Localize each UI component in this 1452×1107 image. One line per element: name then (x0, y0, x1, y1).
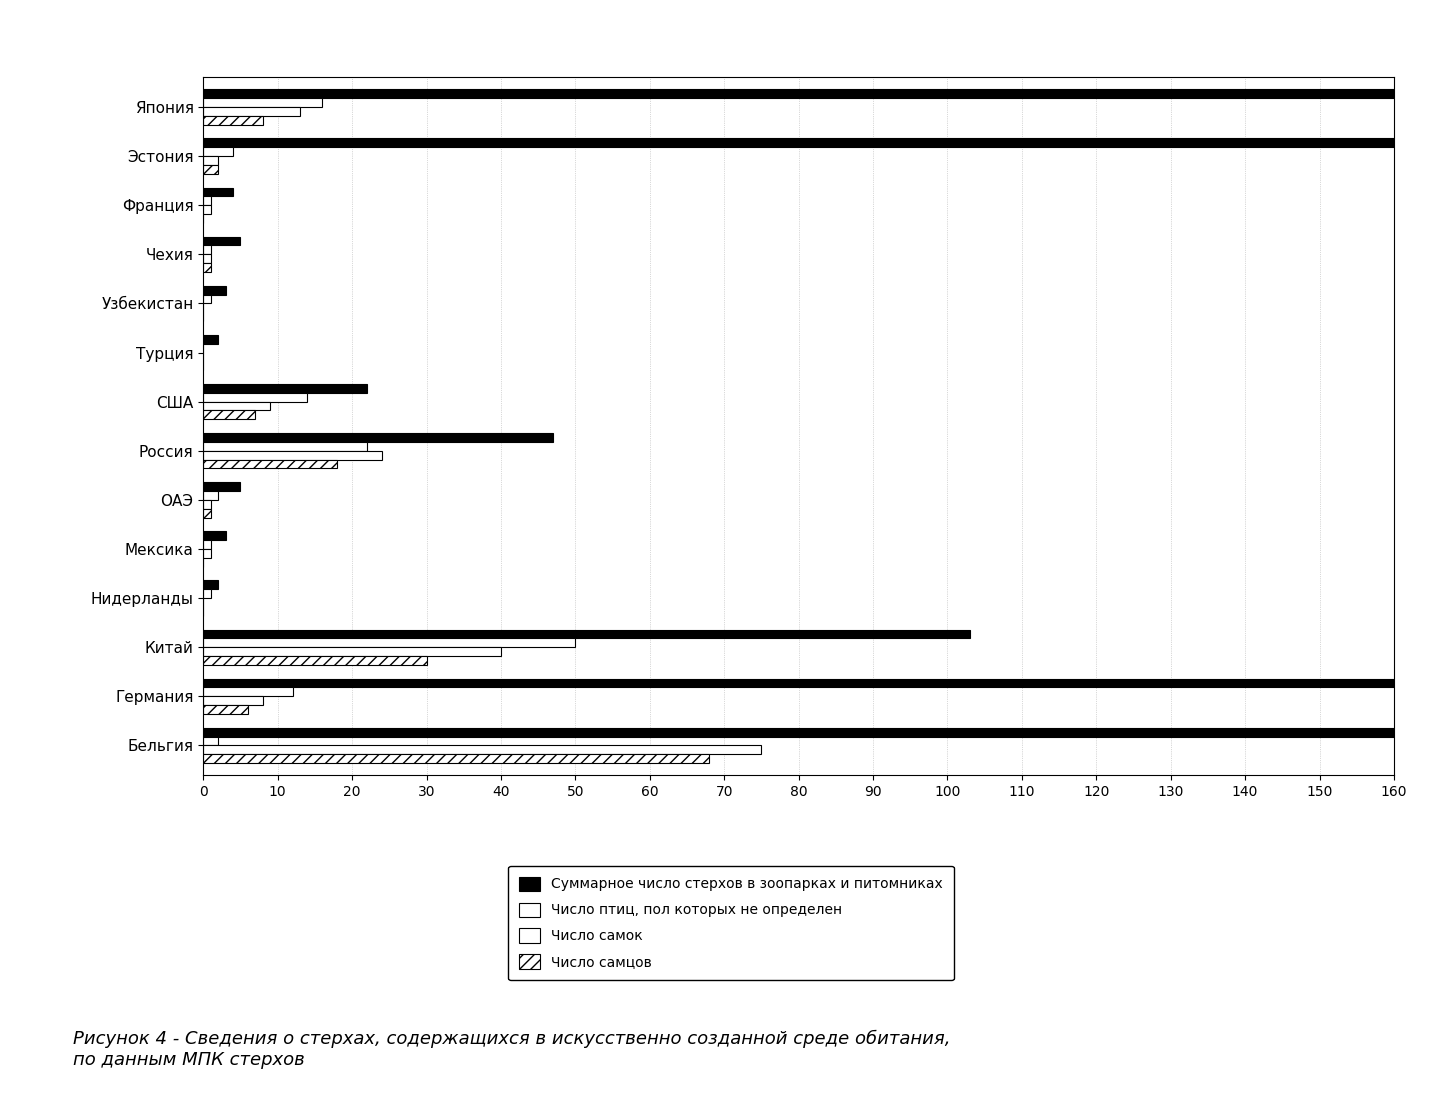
Bar (203, 255, 211, 263)
Bar (203, 334, 218, 343)
Bar (203, 433, 553, 442)
Bar (203, 648, 501, 656)
Bar (203, 687, 293, 696)
Bar (203, 147, 234, 156)
Bar (203, 705, 248, 714)
Bar (203, 639, 575, 648)
Bar (203, 540, 211, 549)
Bar (203, 442, 367, 451)
Bar (203, 656, 427, 665)
Bar (203, 451, 382, 459)
Bar (203, 736, 218, 745)
Bar (203, 531, 225, 540)
Bar (203, 205, 211, 214)
Bar (203, 165, 218, 174)
Bar (203, 138, 1394, 147)
Bar (203, 727, 1394, 736)
Bar (203, 263, 211, 272)
Bar (203, 286, 225, 294)
Bar (203, 196, 211, 205)
Bar (203, 90, 1394, 99)
Bar (203, 384, 367, 393)
Bar (203, 589, 211, 598)
Bar (203, 745, 761, 754)
Bar (203, 246, 211, 255)
Bar (203, 459, 337, 468)
Bar (203, 483, 241, 492)
Bar (203, 411, 256, 420)
Bar (203, 393, 308, 402)
Bar (203, 549, 211, 558)
Bar (203, 99, 322, 107)
Legend: Суммарное число стерхов в зоопарках и питомниках, Число птиц, пол которых не опр: Суммарное число стерхов в зоопарках и пи… (508, 866, 954, 981)
Bar (203, 696, 263, 705)
Bar (203, 107, 301, 116)
Bar (203, 509, 211, 518)
Bar (203, 116, 263, 125)
Text: Рисунок 4 - Сведения о стерхах, содержащихся в искусственно созданной среде обит: Рисунок 4 - Сведения о стерхах, содержащ… (73, 1030, 950, 1068)
Bar (203, 492, 218, 500)
Bar (203, 500, 211, 509)
Bar (203, 237, 241, 246)
Bar (203, 630, 970, 639)
Bar (203, 187, 234, 196)
Bar (203, 679, 1394, 687)
Bar (203, 156, 218, 165)
Bar (203, 580, 218, 589)
Bar (203, 754, 710, 763)
Bar (203, 294, 211, 303)
Bar (203, 402, 270, 411)
